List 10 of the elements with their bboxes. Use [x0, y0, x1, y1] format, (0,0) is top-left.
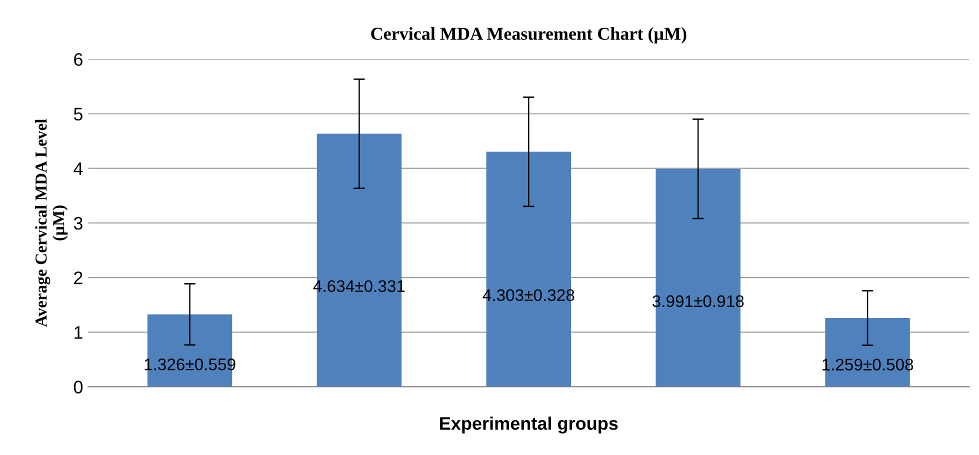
- x-axis-title: Experimental groups: [440, 416, 618, 434]
- y-tick-label: 4: [74, 162, 83, 175]
- chart-title: Cervical MDA Measurement Chart (μM): [371, 27, 686, 44]
- y-axis-title: Average Cervical MDA Level (μM): [34, 119, 68, 327]
- y-tick-label: 3: [74, 216, 82, 230]
- y-tick-label: 5: [74, 108, 82, 120]
- y-tick-label: 2: [74, 271, 82, 284]
- y-tick-label: 1: [74, 326, 82, 339]
- y-tick-label: 0: [74, 380, 83, 394]
- y-tick-label: 6: [74, 53, 82, 66]
